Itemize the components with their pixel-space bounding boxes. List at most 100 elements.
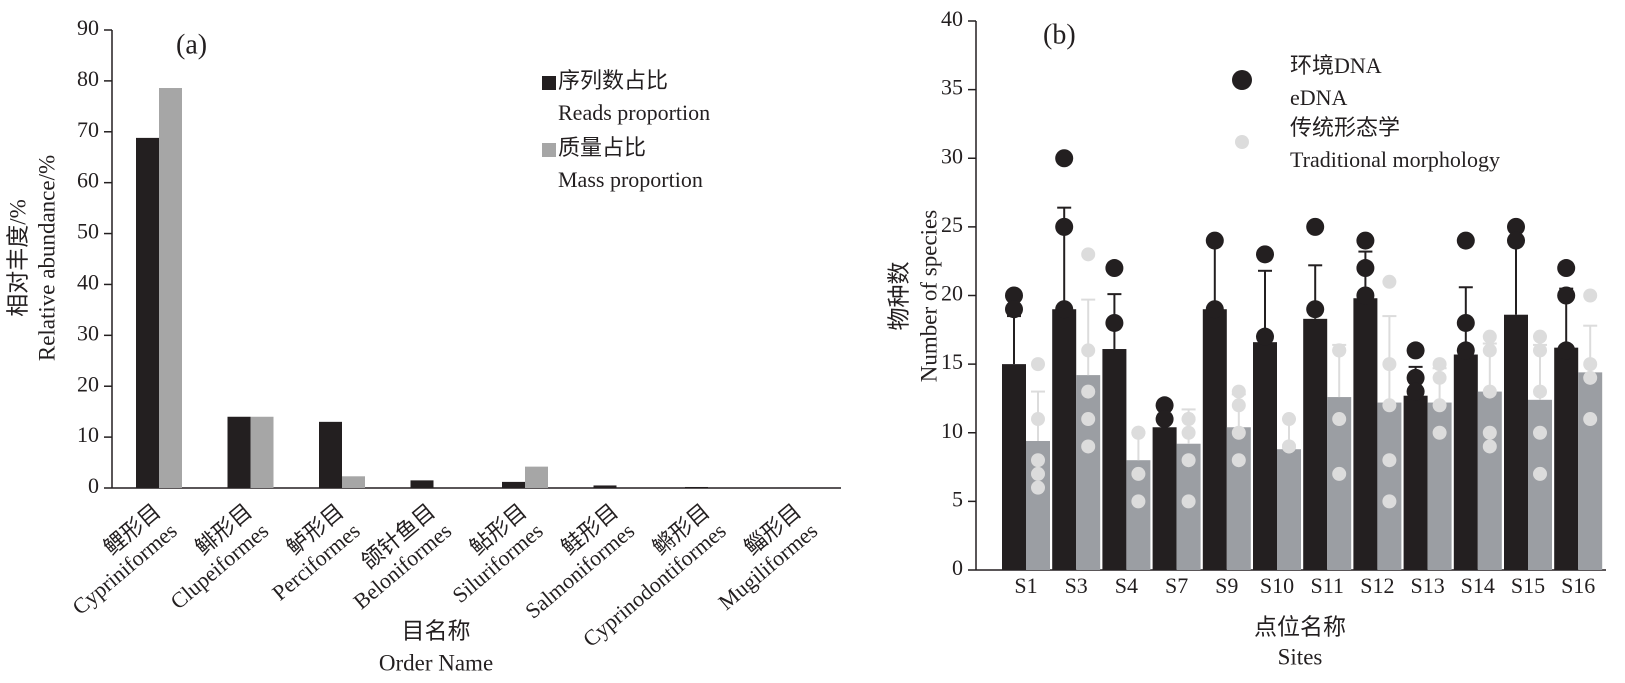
data-point [1432, 357, 1447, 372]
data-point [1005, 286, 1023, 305]
x-tick-label: S10 [1260, 573, 1294, 598]
x-axis-label: Order Name [379, 650, 493, 675]
y-tick-label: 90 [77, 15, 99, 40]
data-point [1482, 384, 1497, 399]
data-point [1031, 357, 1045, 372]
bar [1453, 354, 1478, 570]
data-point [1432, 398, 1447, 413]
data-point [1306, 217, 1325, 236]
data-point [1557, 286, 1576, 305]
data-point [1231, 425, 1246, 440]
y-axis-label: Number of species [916, 210, 941, 382]
y-tick-label: 0 [88, 473, 99, 498]
y-tick-label: 80 [77, 66, 99, 91]
x-tick-label: 鲤形目Cypriniformes [51, 499, 182, 620]
bar [342, 476, 365, 488]
data-point [1533, 384, 1547, 399]
x-tick-label: S16 [1561, 573, 1595, 598]
data-point [1482, 425, 1497, 440]
y-tick-label: 25 [941, 212, 963, 237]
bar [525, 466, 548, 488]
x-tick-label: S13 [1410, 573, 1444, 598]
data-point [1507, 231, 1525, 250]
data-point [1482, 439, 1497, 454]
bar [1052, 309, 1077, 570]
bar [685, 486, 708, 488]
bar [319, 421, 342, 488]
x-axis-label: Sites [1278, 644, 1323, 669]
data-point [1081, 439, 1096, 454]
error-bar [1081, 298, 1096, 376]
data-point [1432, 425, 1447, 440]
panel-label: (b) [1043, 19, 1076, 50]
data-point [1081, 247, 1096, 262]
data-point [1356, 231, 1375, 250]
data-point [1583, 370, 1598, 385]
x-tick-label: S3 [1065, 573, 1088, 598]
data-point [1356, 259, 1375, 278]
data-point [1081, 412, 1096, 427]
data-point [1155, 396, 1174, 415]
data-point [1282, 439, 1296, 454]
x-tick-label: S9 [1215, 573, 1238, 598]
data-point [1055, 300, 1074, 319]
bar [1353, 298, 1378, 570]
data-point [1382, 274, 1397, 289]
y-tick-label: 40 [941, 6, 963, 31]
data-point [1005, 300, 1023, 319]
data-point [1456, 313, 1475, 332]
x-tick-label: S7 [1165, 573, 1188, 598]
data-point [1282, 412, 1296, 427]
x-tick-label: S15 [1511, 573, 1545, 598]
data-point [1081, 384, 1096, 399]
panel-label: (a) [176, 29, 207, 60]
data-point [1406, 382, 1425, 401]
x-tick-label: S4 [1115, 573, 1138, 598]
y-tick-label: 10 [77, 422, 99, 447]
data-point [1131, 494, 1146, 509]
bar [1277, 449, 1301, 570]
y-tick-label: 30 [941, 143, 963, 168]
bar [1002, 364, 1026, 570]
y-tick-label: 30 [77, 320, 99, 345]
data-point [1533, 466, 1547, 481]
y-tick-label: 70 [77, 117, 99, 142]
y-tick-label: 35 [941, 75, 963, 100]
legend-marker [542, 76, 556, 90]
data-point [1205, 300, 1224, 319]
error-bar [1509, 239, 1523, 315]
y-tick-label: 15 [941, 349, 963, 374]
data-point [1557, 341, 1576, 360]
data-point [1382, 453, 1397, 468]
bar [250, 416, 274, 488]
data-point [1332, 412, 1347, 427]
data-point [1332, 343, 1347, 358]
y-tick-label: 5 [952, 486, 963, 511]
data-point [1205, 231, 1224, 250]
x-tick-label: 鲈形目Perciformes [251, 499, 365, 606]
data-point [1507, 217, 1525, 236]
legend-label: 序列数占比 [558, 68, 668, 93]
data-point [1406, 341, 1425, 360]
data-point [1231, 398, 1246, 413]
y-tick-label: 20 [77, 371, 99, 396]
data-point [1131, 425, 1146, 440]
data-point [1231, 453, 1246, 468]
bar [410, 480, 434, 488]
bar [1403, 395, 1428, 570]
y-tick-label: 40 [77, 269, 99, 294]
bar [1152, 427, 1177, 570]
legend-label: 传统形态学 [1290, 115, 1400, 140]
legend-label: 环境DNA [1290, 53, 1382, 78]
data-point [1031, 412, 1045, 427]
legend-label: Traditional morphology [1290, 147, 1500, 172]
data-point [1181, 412, 1196, 427]
bar [1226, 427, 1251, 570]
data-point [1081, 343, 1096, 358]
legend-label: Reads proportion [558, 100, 710, 125]
x-axis-label: 目名称 [402, 618, 471, 643]
data-point [1557, 259, 1576, 278]
legend-marker [1232, 70, 1252, 90]
y-tick-label: 10 [941, 418, 963, 443]
bar [136, 137, 159, 488]
